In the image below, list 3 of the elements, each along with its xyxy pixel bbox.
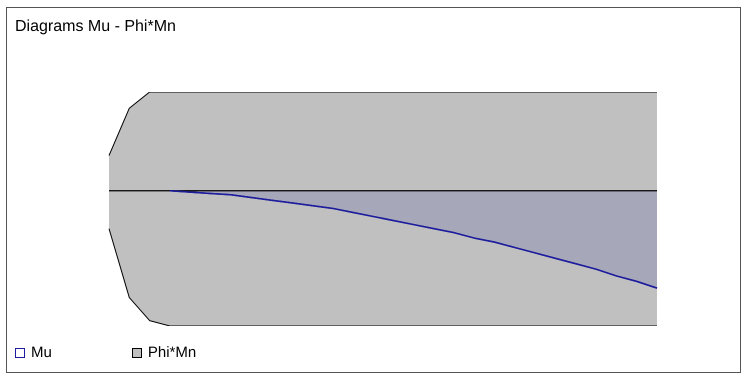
legend-label: Mu bbox=[31, 344, 52, 361]
chart-title: Diagrams Mu - Phi*Mn bbox=[15, 18, 176, 36]
legend-label: Phi*Mn bbox=[148, 344, 196, 361]
